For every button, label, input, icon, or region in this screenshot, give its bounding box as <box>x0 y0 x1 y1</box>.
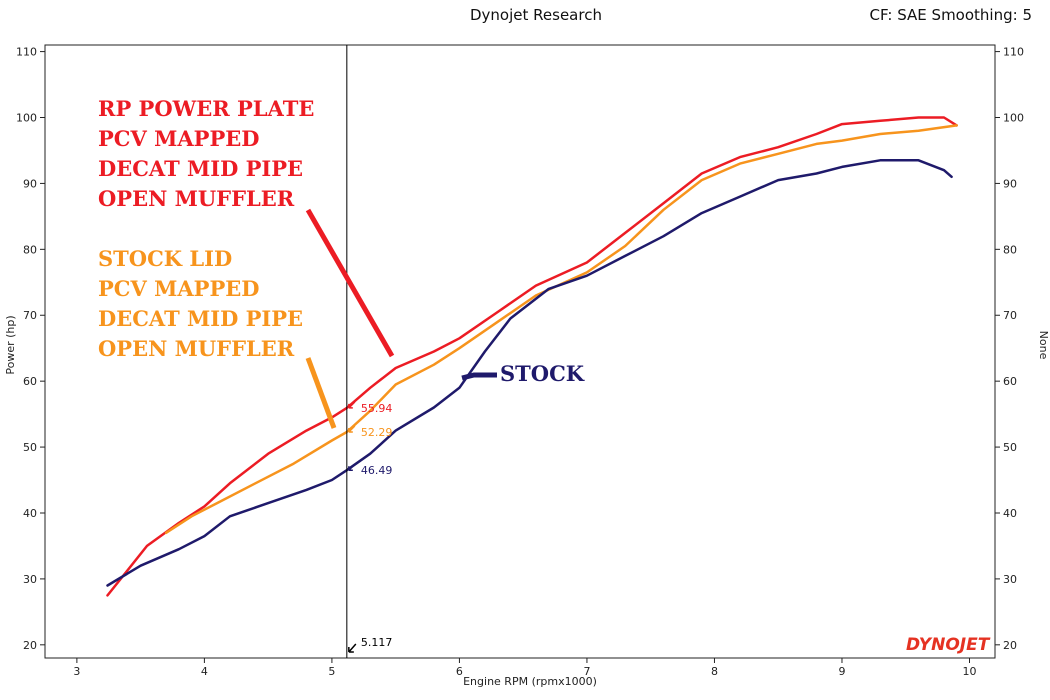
y-tick-label: 100 <box>16 112 37 125</box>
x-axis-label: Engine RPM (rpmx1000) <box>463 675 597 688</box>
series-line-stock <box>106 159 953 587</box>
cf-smoothing-info: CF: SAE Smoothing: 5 <box>869 6 1032 24</box>
y2-tick-label: 50 <box>1003 441 1017 454</box>
y-tick-label: 80 <box>23 243 37 256</box>
x-axis: 3 4 5 6 7 8 9 10 <box>73 658 976 678</box>
y2-tick-label: 20 <box>1003 639 1017 652</box>
annotation-rp-power-plate: RP POWER PLATE PCV MAPPED DECAT MID PIPE… <box>98 96 314 211</box>
y2-tick-label: 60 <box>1003 375 1017 388</box>
annotation-line: DECAT MID PIPE <box>98 306 303 331</box>
series-line-stock-lid <box>164 124 958 535</box>
y-tick-label: 70 <box>23 309 37 322</box>
y2-axis-label: None <box>1037 331 1050 360</box>
x-tick-label: 9 <box>838 665 845 678</box>
y2-tick-label: 40 <box>1003 507 1017 520</box>
dynojet-logo: DYNOJET <box>906 635 991 655</box>
y2-tick-label: 110 <box>1003 46 1024 59</box>
y-tick-label: 20 <box>23 639 37 652</box>
x-tick-label: 8 <box>711 665 718 678</box>
annotation-line: PCV MAPPED <box>98 126 259 151</box>
x-tick-label: 3 <box>73 665 80 678</box>
cursor-value-label: 46.49 <box>361 464 393 477</box>
y2-tick-label: 90 <box>1003 177 1017 190</box>
annotation-line: PCV MAPPED <box>98 276 259 301</box>
annotation-line: STOCK LID <box>98 246 232 271</box>
x-tick-label: 5 <box>328 665 335 678</box>
red-annotation-arrow <box>305 208 395 358</box>
y2-tick-label: 30 <box>1003 573 1017 586</box>
x-tick-label: 10 <box>962 665 976 678</box>
y2-tick-label: 70 <box>1003 309 1017 322</box>
y-tick-label: 60 <box>23 375 37 388</box>
y-tick-label: 90 <box>23 177 37 190</box>
x-tick-label: 4 <box>201 665 208 678</box>
series-line-rp-power-plate <box>106 116 958 597</box>
cursor-value-arrow-icon <box>348 425 356 433</box>
series-layer <box>106 116 958 597</box>
y2-tick-label: 80 <box>1003 243 1017 256</box>
annotation-line: RP POWER PLATE <box>98 96 314 121</box>
annotation-stock-lid: STOCK LID PCV MAPPED DECAT MID PIPE OPEN… <box>98 246 303 361</box>
y-tick-label: 40 <box>23 507 37 520</box>
y-axis-right: 20 30 40 50 60 70 80 90 100 110 <box>995 46 1024 652</box>
annotation-line: DECAT MID PIPE <box>98 156 303 181</box>
cursor-values: 55.94 52.29 46.49 <box>348 401 393 477</box>
rpm-cursor-label: 5.117 <box>361 636 393 649</box>
x-tick-label: 7 <box>583 665 590 678</box>
y-axis-label: Power (hp) <box>4 315 17 374</box>
stock-annotation-arrow <box>461 372 497 381</box>
cursor-value-arrow-icon <box>348 463 356 471</box>
annotation-line: OPEN MUFFLER <box>98 186 295 211</box>
x-tick-label: 6 <box>456 665 463 678</box>
y-tick-label: 30 <box>23 573 37 586</box>
chart-title: Dynojet Research <box>470 6 602 24</box>
y2-tick-label: 100 <box>1003 112 1024 125</box>
y-axis-left: 20 30 40 50 60 70 80 90 100 110 <box>16 46 45 652</box>
annotation-stock: STOCK <box>500 361 585 386</box>
cursor-arrow-icon <box>348 643 357 653</box>
plot-area <box>44 44 996 659</box>
y-tick-label: 50 <box>23 441 37 454</box>
orange-annotation-arrow <box>305 357 337 429</box>
cursor-value-arrow-icon <box>348 401 356 409</box>
annotation-line: OPEN MUFFLER <box>98 336 295 361</box>
cursor-value-label: 55.94 <box>361 402 393 415</box>
cursor-value-label: 52.29 <box>361 426 393 439</box>
y-tick-label: 110 <box>16 46 37 59</box>
